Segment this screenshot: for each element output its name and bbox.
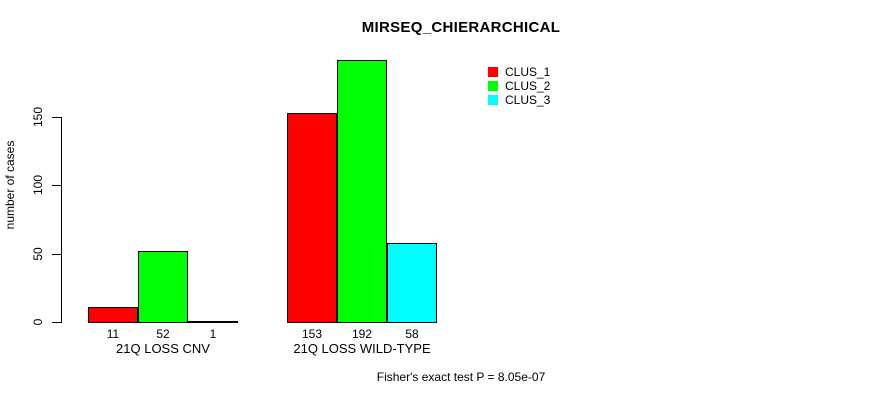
fisher-test-annotation: Fisher's exact test P = 8.05e-07 xyxy=(376,370,546,384)
bar-value-label: 1 xyxy=(209,327,217,341)
chart-title: MIRSEQ_CHIERARCHICAL xyxy=(361,19,561,36)
bar-value-label: 192 xyxy=(351,327,373,341)
legend-color-swatch xyxy=(488,81,498,91)
bar xyxy=(287,113,337,323)
bar xyxy=(188,321,238,323)
bar-value-label: 153 xyxy=(301,327,323,341)
y-tick-mark xyxy=(52,185,62,186)
bar-value-label: 11 xyxy=(106,327,120,341)
y-tick-label: 100 xyxy=(31,174,45,196)
bar xyxy=(138,251,188,323)
y-tick-mark xyxy=(52,117,62,118)
legend-label: CLUS_1 xyxy=(505,65,551,79)
legend-label: CLUS_3 xyxy=(505,93,551,107)
bar-value-label: 52 xyxy=(156,327,170,341)
y-tick-label: 150 xyxy=(31,106,45,128)
chart-legend: CLUS_1 CLUS_2 CLUS_3 xyxy=(488,65,550,107)
legend-label: CLUS_2 xyxy=(505,79,551,93)
bar xyxy=(387,243,437,323)
bar xyxy=(88,307,138,323)
legend-item: CLUS_3 xyxy=(488,93,550,107)
legend-color-swatch xyxy=(488,95,498,105)
y-tick-mark xyxy=(52,322,62,323)
bar xyxy=(337,60,387,323)
category-label: 21Q LOSS WILD-TYPE xyxy=(293,341,431,356)
legend-color-swatch xyxy=(488,67,498,77)
category-label: 21Q LOSS CNV xyxy=(116,341,210,356)
y-axis-label: number of cases xyxy=(3,140,17,230)
y-tick-label: 50 xyxy=(31,247,45,261)
y-tick-mark xyxy=(52,254,62,255)
y-axis-line xyxy=(61,117,62,323)
y-tick-label: 0 xyxy=(31,318,45,326)
legend-item: CLUS_1 xyxy=(488,65,550,79)
legend-item: CLUS_2 xyxy=(488,79,550,93)
bar-value-label: 58 xyxy=(405,327,419,341)
